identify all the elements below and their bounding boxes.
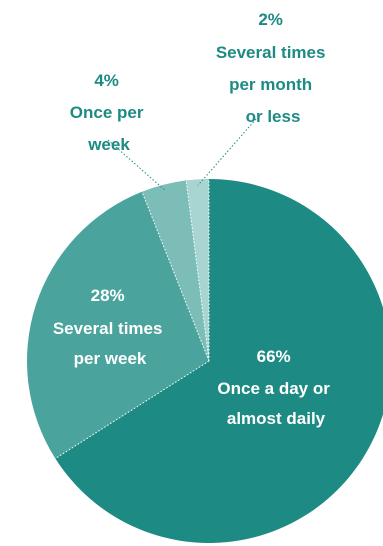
pie-slice-several-times-week xyxy=(26,191,210,459)
slice-text-per-month-line2: per month xyxy=(229,75,312,94)
slice-text-per-month-line1: Several times xyxy=(216,43,326,62)
slice-pct-once-per-week: 4% xyxy=(94,71,119,90)
slice-text-once-a-day-line2: almost daily xyxy=(227,409,326,428)
slice-pct-once-a-day: 66% xyxy=(257,347,291,366)
slice-divider xyxy=(185,180,210,362)
leader-line-per-month xyxy=(197,118,257,186)
slice-divider xyxy=(55,360,210,459)
slice-pct-several-times-week: 28% xyxy=(91,286,125,305)
slice-text-several-times-week-line2: per week xyxy=(74,349,147,368)
slice-text-once-per-week-line1: Once per xyxy=(70,103,144,122)
slice-divider xyxy=(141,191,210,362)
slice-label-once-a-day: 66% Once a day or almost daily xyxy=(217,347,334,428)
slice-label-several-times-week: 28% Several times per week xyxy=(53,286,167,368)
slice-text-once-per-week-line2: week xyxy=(87,135,130,154)
pie-leader-lines xyxy=(55,118,257,459)
slice-pct-per-month: 2% xyxy=(258,10,283,29)
leader-line-once-per-week xyxy=(107,139,166,191)
pie-slices xyxy=(26,179,383,543)
slice-label-once-per-week: 4% Once per week xyxy=(70,71,148,154)
pie-slice-once-a-day xyxy=(55,179,383,543)
slice-text-once-a-day-line1: Once a day or xyxy=(217,379,330,398)
pie-slice-once-per-week xyxy=(142,180,209,361)
slice-text-per-month-line3: or less xyxy=(246,107,301,126)
slice-text-several-times-week-line1: Several times xyxy=(53,319,163,338)
slice-label-per-month: 2% Several times per month or less xyxy=(216,10,330,126)
